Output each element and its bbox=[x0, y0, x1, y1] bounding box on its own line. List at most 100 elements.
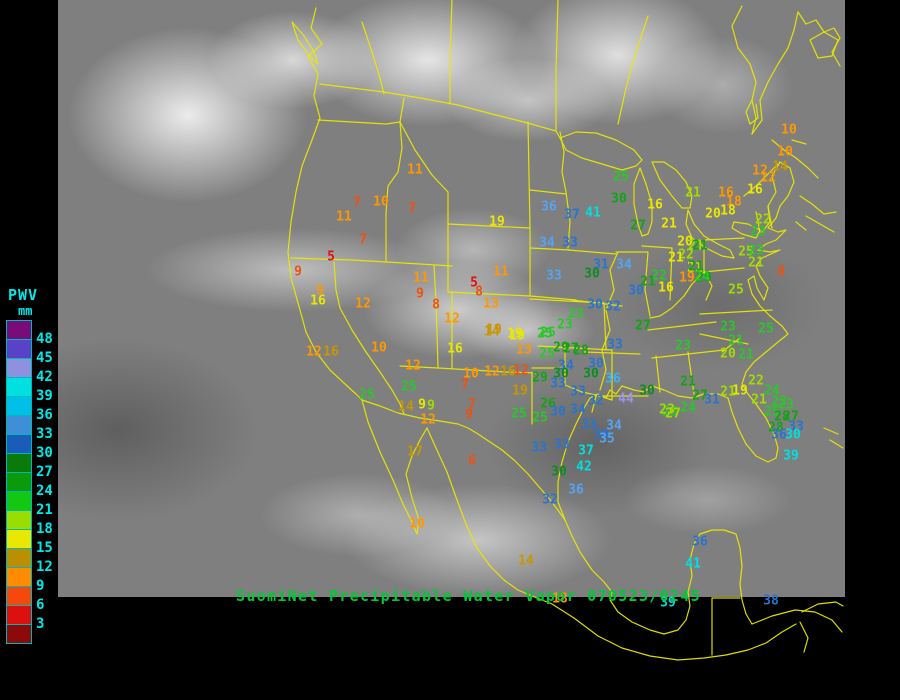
legend-color-box bbox=[6, 453, 32, 473]
station-pwv-value: 23 bbox=[750, 224, 766, 240]
station-pwv-value: 9 bbox=[465, 407, 473, 423]
station-pwv-value: 25 bbox=[738, 244, 754, 260]
legend-color-box bbox=[6, 396, 32, 416]
station-pwv-value: 31 bbox=[593, 257, 609, 273]
station-pwv-value: 6 bbox=[468, 453, 476, 469]
station-pwv-value: 10 bbox=[781, 122, 797, 138]
legend-tick-label: 30 bbox=[36, 445, 53, 461]
legend-tick-label: 15 bbox=[36, 540, 53, 556]
station-pwv-value: 29 bbox=[696, 270, 712, 286]
station-pwv-value: 19 bbox=[489, 214, 505, 230]
station-pwv-value: 19 bbox=[509, 328, 525, 344]
station-pwv-value: 32 bbox=[588, 393, 604, 409]
station-pwv-value: 21 bbox=[748, 255, 764, 271]
station-pwv-value: 33 bbox=[581, 417, 597, 433]
station-pwv-value: 25 bbox=[540, 325, 556, 341]
station-pwv-value: 14 bbox=[772, 159, 788, 175]
station-pwv-value: 12 bbox=[444, 311, 460, 327]
station-pwv-value: 30 bbox=[628, 283, 644, 299]
station-pwv-value: 8 bbox=[475, 284, 483, 300]
station-pwv-value: 34 bbox=[558, 358, 574, 374]
legend-tick-label: 21 bbox=[36, 502, 53, 518]
station-pwv-value: 41 bbox=[585, 205, 601, 221]
legend-tick-label: 3 bbox=[36, 616, 45, 632]
station-pwv-value: 34 bbox=[616, 257, 632, 273]
station-pwv-value: 25 bbox=[728, 282, 744, 298]
station-pwv-value: 16 bbox=[658, 280, 674, 296]
station-pwv-value: 30 bbox=[583, 366, 599, 382]
station-pwv-value: 32 bbox=[542, 492, 558, 508]
station-pwv-value: 11 bbox=[407, 162, 423, 178]
station-pwv-value: 18 bbox=[552, 591, 568, 607]
station-pwv-value: 7 bbox=[353, 195, 361, 211]
station-pwv-value: 34 bbox=[570, 402, 586, 418]
station-pwv-value: 11 bbox=[493, 264, 509, 280]
station-pwv-value: 21 bbox=[640, 274, 656, 290]
station-pwv-value: 18 bbox=[720, 203, 736, 219]
legend-title: PWV bbox=[8, 286, 39, 304]
station-pwv-value: 41 bbox=[685, 556, 701, 572]
station-pwv-value: 30 bbox=[551, 464, 567, 480]
station-pwv-value: 30 bbox=[553, 366, 569, 382]
station-pwv-value: 33 bbox=[554, 437, 570, 453]
station-pwv-value: 25 bbox=[532, 410, 548, 426]
station-pwv-value: 30 bbox=[588, 356, 604, 372]
station-pwv-value: 8 bbox=[432, 297, 440, 313]
station-pwv-value: 10 bbox=[371, 340, 387, 356]
legend-color-box bbox=[6, 415, 32, 435]
station-pwv-value: 24 bbox=[764, 383, 780, 399]
station-pwv-value: 25 bbox=[539, 346, 555, 362]
station-pwv-value: 36 bbox=[771, 427, 787, 443]
station-pwv-value: 24 bbox=[680, 400, 696, 416]
station-pwv-value: 16 bbox=[500, 364, 516, 380]
station-pwv-value: 10 bbox=[409, 516, 425, 532]
station-pwv-value: 21 bbox=[720, 384, 736, 400]
station-pwv-value: 29 bbox=[553, 340, 569, 356]
legend-tick-label: 36 bbox=[36, 407, 53, 423]
station-pwv-value: 37 bbox=[578, 443, 594, 459]
station-pwv-value: 14 bbox=[518, 553, 534, 569]
station-pwv-value: 30 bbox=[584, 266, 600, 282]
station-pwv-value: 25 bbox=[613, 169, 629, 185]
legend-color-box bbox=[6, 548, 32, 568]
station-pwv-value: 24 bbox=[694, 269, 710, 285]
legend-color-box bbox=[6, 605, 32, 625]
station-pwv-value: 32 bbox=[605, 299, 621, 315]
station-pwv-value: 9 bbox=[294, 264, 302, 280]
station-pwv-value: 7 bbox=[359, 232, 367, 248]
station-pwv-value: 25 bbox=[537, 326, 553, 342]
station-pwv-value: 29 bbox=[532, 370, 548, 386]
station-pwv-value: 13 bbox=[516, 342, 532, 358]
legend-tick-label: 9 bbox=[36, 578, 45, 594]
station-pwv-value: 20 bbox=[720, 346, 736, 362]
station-pwv-value: 19 bbox=[512, 383, 528, 399]
station-pwv-value: 9 bbox=[316, 283, 324, 299]
legend-tick-label: 27 bbox=[36, 464, 53, 480]
station-pwv-value: 14 bbox=[398, 399, 414, 415]
station-pwv-value: 12 bbox=[484, 364, 500, 380]
station-pwv-value: 34 bbox=[539, 235, 555, 251]
station-pwv-value: 19 bbox=[732, 383, 748, 399]
station-pwv-value: 23 bbox=[568, 306, 584, 322]
station-pwv-value: 30 bbox=[611, 191, 627, 207]
legend-color-box bbox=[6, 586, 32, 606]
station-pwv-value: 21 bbox=[688, 259, 704, 275]
station-pwv-value: 36 bbox=[605, 371, 621, 387]
station-pwv-value: 21 bbox=[680, 374, 696, 390]
station-pwv-value: 30 bbox=[587, 297, 603, 313]
station-pwv-value: 21 bbox=[692, 238, 708, 254]
station-pwv-value: 12 bbox=[405, 358, 421, 374]
station-pwv-value: 14 bbox=[484, 324, 500, 340]
station-pwv-value: 16 bbox=[747, 182, 763, 198]
station-pwv-value: 8 bbox=[777, 264, 785, 280]
station-pwv-value: 25 bbox=[764, 404, 780, 420]
station-pwv-value: 21 bbox=[728, 333, 744, 349]
station-pwv-value: 11 bbox=[413, 270, 429, 286]
station-pwv-value: 25 bbox=[359, 387, 375, 403]
station-pwv-value: 11 bbox=[336, 209, 352, 225]
station-pwv-value: 31 bbox=[704, 392, 720, 408]
station-pwv-value: 5 bbox=[470, 275, 478, 291]
product-title: SuomiNet Precipitable Water Vapor 070523… bbox=[236, 587, 701, 605]
station-pwv-value: 10 bbox=[463, 366, 479, 382]
